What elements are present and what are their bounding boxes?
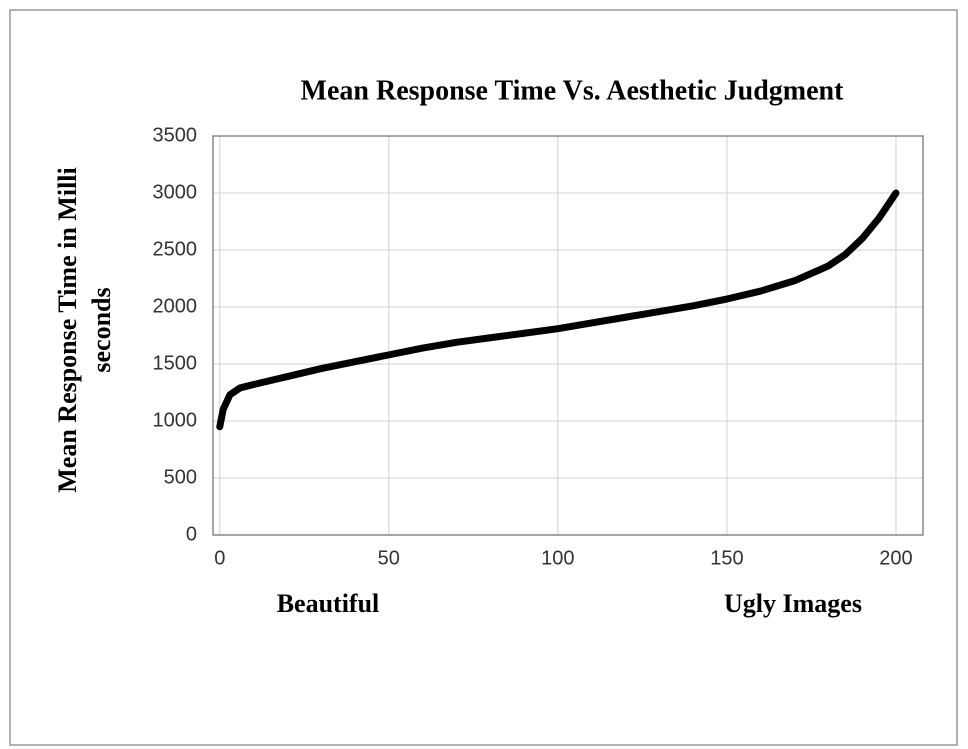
y-tick-label: 1500 [153,352,198,374]
y-axis-label-line: Mean Response Time in Milli [53,167,82,493]
x-tick-label: 100 [541,547,574,569]
y-tick-label: 2000 [153,295,198,317]
x-tick-label: 0 [214,547,225,569]
y-tick-label: 3000 [153,181,198,203]
y-tick-label: 1000 [153,409,198,431]
y-tick-label: 0 [186,523,197,545]
y-tick-label: 500 [164,466,197,488]
data-line [216,189,900,431]
y-tick-label: 3500 [153,124,198,146]
y-tick-label: 2500 [153,238,198,260]
x-tick-label: 50 [378,547,400,569]
y-axis-label-line: seconds [87,287,116,372]
x-tick-label: 200 [879,547,912,569]
y-axis-label: Mean Response Time in Milli seconds [53,167,116,493]
annotation: Beautiful [277,589,380,618]
chart-title: Mean Response Time Vs. Aesthetic Judgmen… [301,75,845,106]
plot-border [212,135,924,536]
x-tick-label: 150 [710,547,743,569]
annotation: Ugly Images [724,589,862,618]
frame [9,9,958,746]
